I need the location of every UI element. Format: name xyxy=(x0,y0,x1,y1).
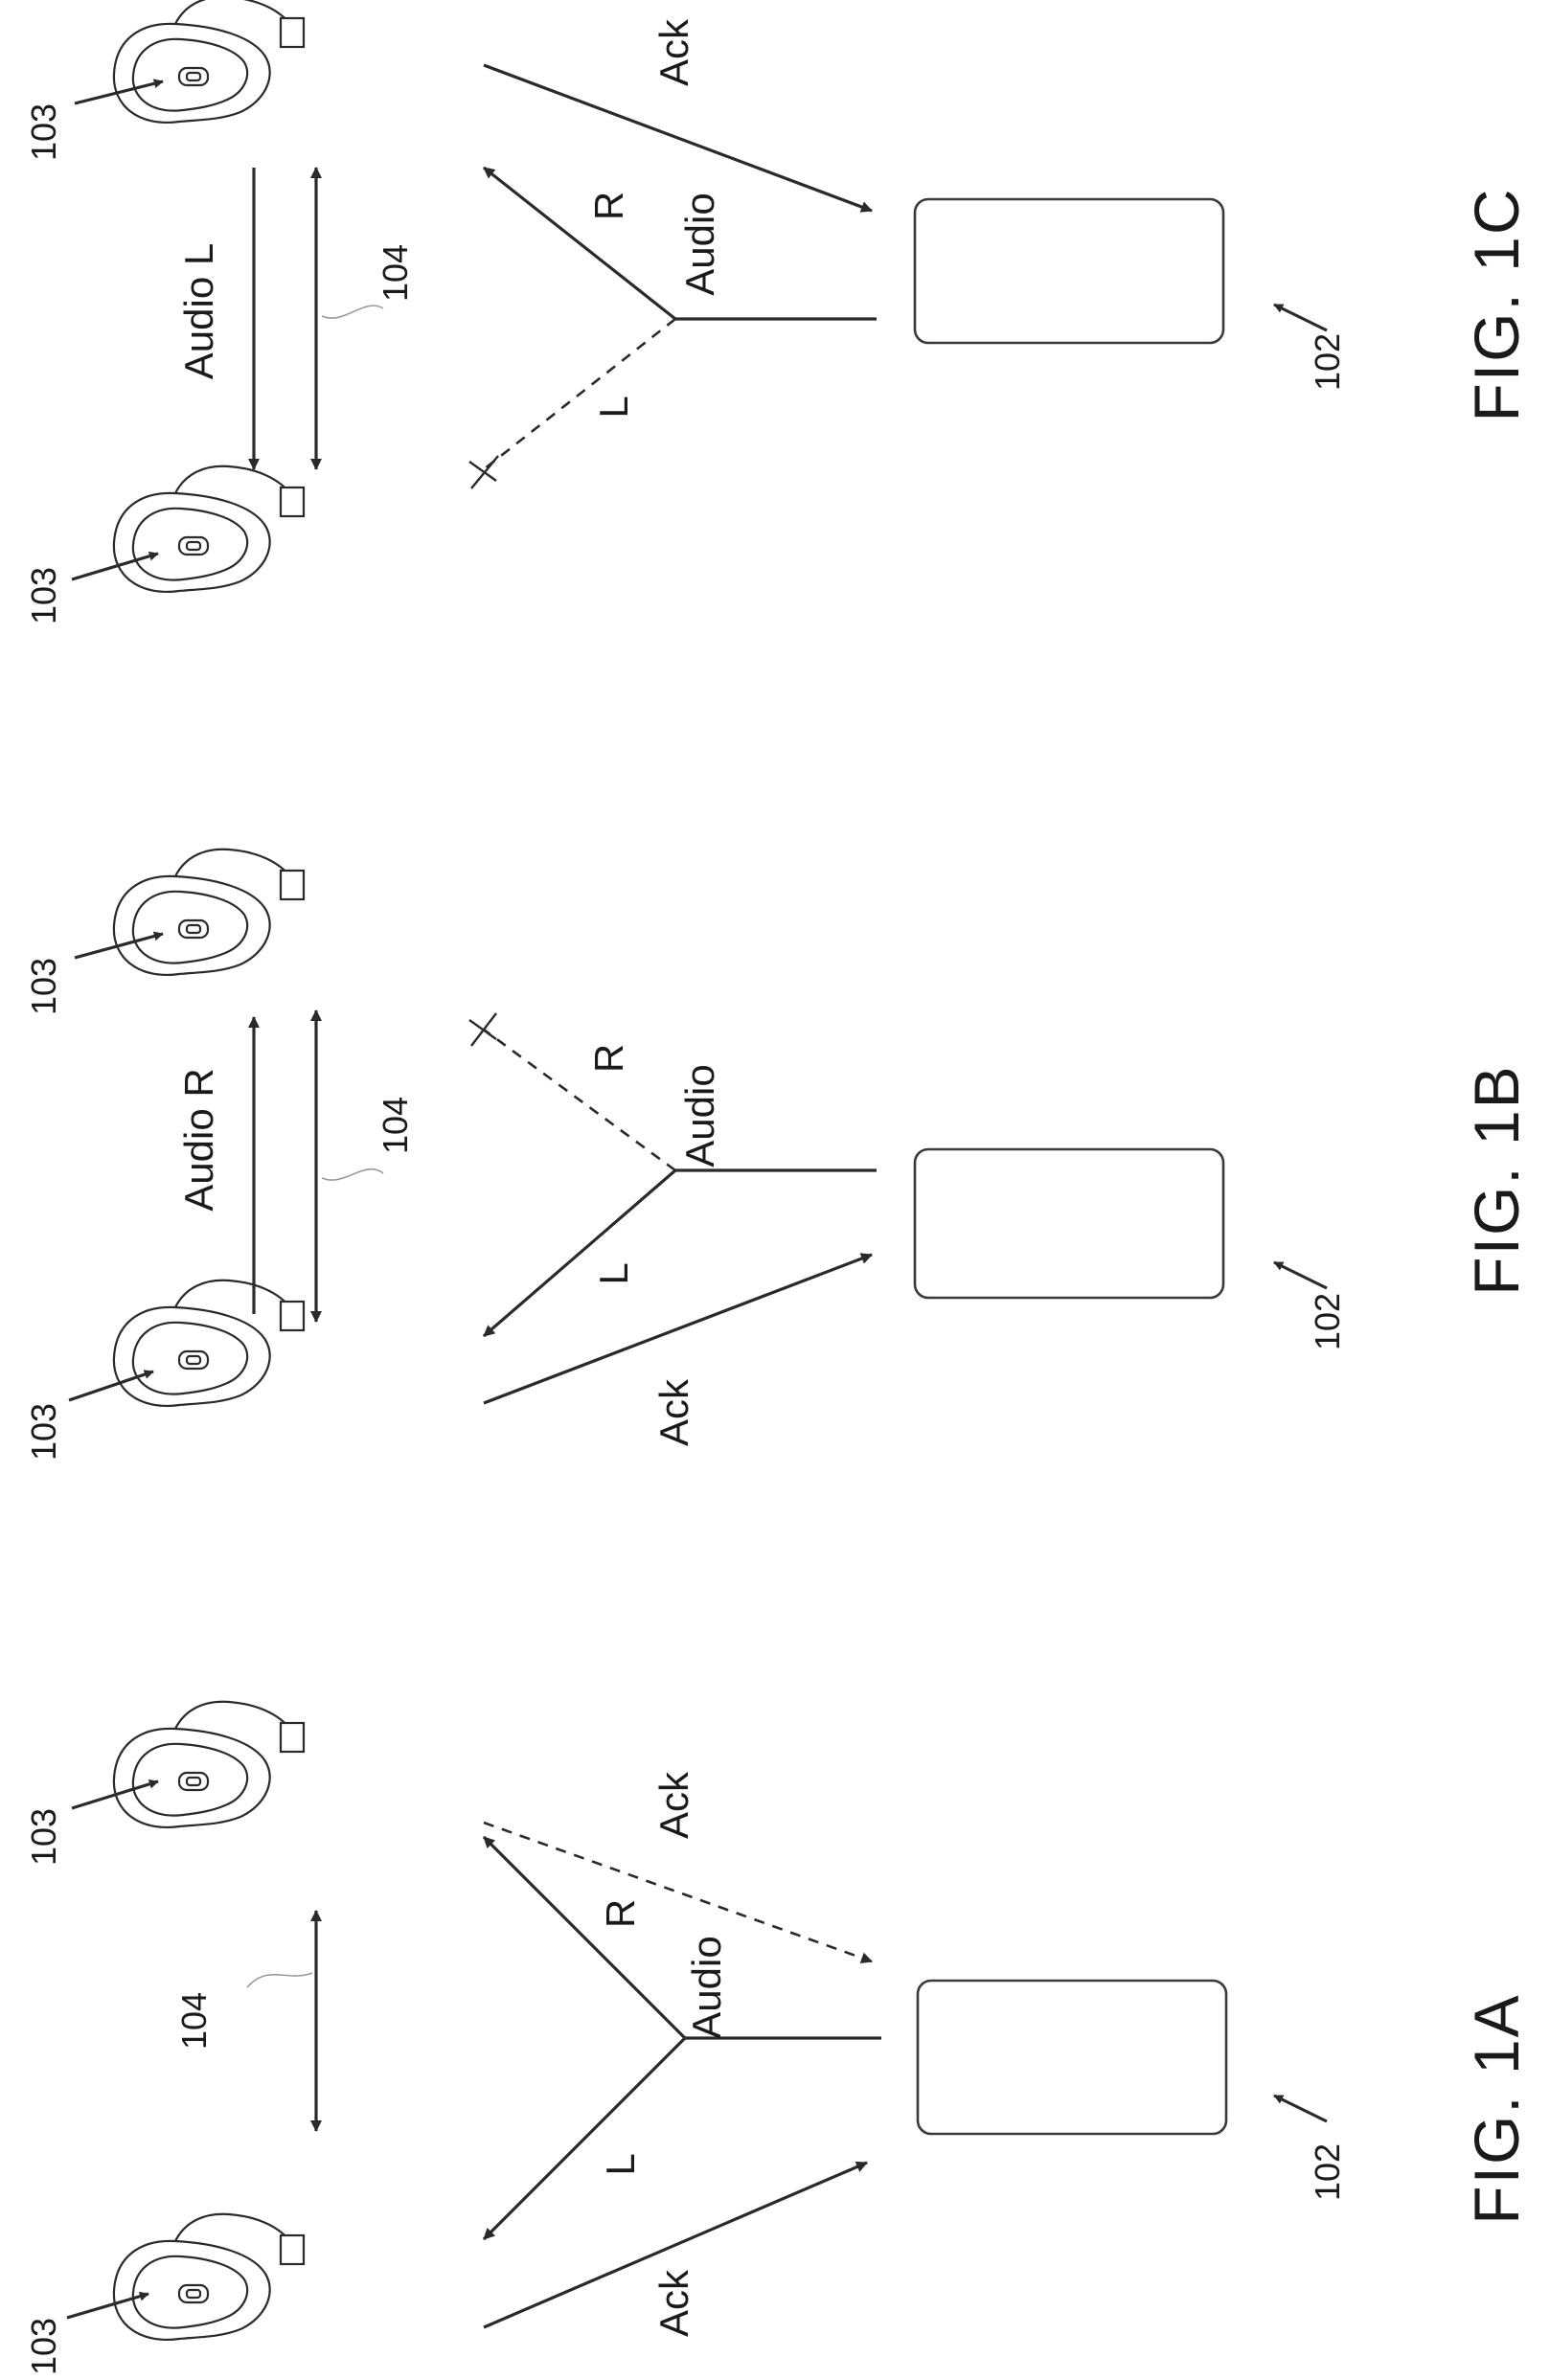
source-ref-arrow xyxy=(1274,305,1327,330)
figure-1b: Audio R 104 Audio L R Ack 102 103 103 FI… xyxy=(24,850,1532,1461)
audio-label: Audio xyxy=(677,1064,722,1167)
source-ref-label: 102 xyxy=(1308,1293,1347,1350)
audio-l-arrow xyxy=(484,2038,685,2239)
audio-l-dashed-line xyxy=(484,319,675,469)
hearing-aid-right-icon xyxy=(114,850,304,975)
source-ref-label: 102 xyxy=(1308,333,1347,391)
ack-left-label: Ack xyxy=(651,2269,696,2337)
blocked-x-icon xyxy=(469,1013,496,1046)
figure-1c-caption: FIG. 1C xyxy=(1461,187,1532,421)
link-leader-line xyxy=(247,1973,312,1987)
source-ref-label: 102 xyxy=(1308,2143,1347,2201)
aid-right-ref-label: 103 xyxy=(24,1808,63,1866)
l-label: L xyxy=(591,1262,636,1284)
figure-1a-caption: FIG. 1A xyxy=(1461,1993,1532,2224)
blocked-x-icon xyxy=(469,456,498,488)
ack-right-label: Ack xyxy=(651,1771,696,1839)
audio-source-device xyxy=(915,1149,1223,1298)
l-label: L xyxy=(591,396,636,418)
link-ref-label: 104 xyxy=(376,1097,415,1154)
audio-source-device xyxy=(918,1981,1226,2134)
relay-audio-label: Audio R xyxy=(176,1068,221,1211)
ack-right-dashed-arrow xyxy=(484,1823,872,1961)
hearing-aid-right-icon xyxy=(114,0,304,123)
relay-audio-label: Audio L xyxy=(176,243,221,379)
audio-l-arrow xyxy=(484,1170,675,1336)
figure-1b-caption: FIG. 1B xyxy=(1461,1064,1532,1295)
hearing-aid-left-icon xyxy=(114,1281,304,1406)
link-leader-line xyxy=(322,1169,383,1180)
audio-r-arrow xyxy=(484,168,675,319)
aid-left-ref-label: 103 xyxy=(24,1403,63,1461)
source-ref-arrow xyxy=(1274,2096,1327,2121)
aid-left-ref-label: 103 xyxy=(24,567,63,624)
r-label: R xyxy=(586,192,631,220)
link-ref-label: 104 xyxy=(376,244,415,302)
audio-source-device xyxy=(915,199,1223,343)
ack-label: Ack xyxy=(651,18,696,86)
hearing-aid-left-icon xyxy=(114,466,304,592)
aid-right-ref-label: 103 xyxy=(24,103,63,161)
aid-left-ref-label: 103 xyxy=(24,2318,63,2375)
aid-right-ref-label: 103 xyxy=(24,958,63,1015)
source-ref-arrow xyxy=(1274,1262,1327,1288)
hearing-aid-right-icon xyxy=(114,1702,304,1827)
figure-1a: 104 Audio L R Ack Ack 102 103 103 FIG. 1… xyxy=(24,1702,1532,2375)
audio-label: Audio xyxy=(684,1936,729,2038)
ack-label: Ack xyxy=(651,1378,696,1446)
audio-label: Audio xyxy=(677,193,722,295)
link-leader-line xyxy=(322,306,383,318)
r-label: R xyxy=(586,1044,631,1073)
r-label: R xyxy=(598,1899,643,1928)
audio-r-dashed-line xyxy=(484,1030,675,1170)
hearing-aid-left-icon xyxy=(114,2214,304,2340)
l-label: L xyxy=(598,2153,643,2175)
link-ref-label: 104 xyxy=(174,1992,214,2050)
figure-1c: Audio L 104 Audio L R Ack 102 103 103 FI… xyxy=(24,0,1532,624)
audio-r-arrow xyxy=(484,1837,685,2038)
